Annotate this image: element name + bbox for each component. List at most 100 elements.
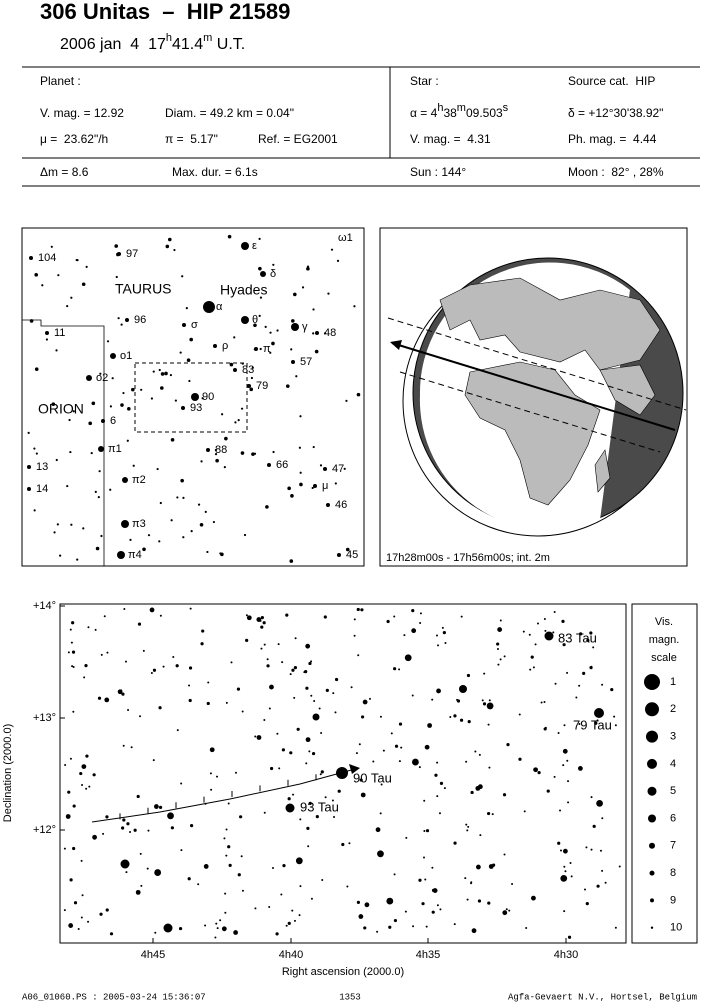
star [200,460,203,463]
star [562,643,566,647]
star [405,836,408,839]
star [115,275,118,279]
star [320,770,324,774]
star-label: 48 [324,327,336,339]
star [109,932,114,936]
star [27,465,31,469]
star [212,520,216,524]
star [503,853,506,856]
star [190,529,193,533]
star [531,895,536,901]
star [174,399,177,402]
star [188,666,193,670]
legend-label: 1 [670,676,676,688]
star [71,650,76,654]
star [312,332,315,335]
star [506,743,510,747]
star [411,694,414,697]
star [323,615,327,619]
star [393,873,396,876]
star [229,362,234,367]
star [228,863,232,867]
star [311,751,316,756]
star [487,723,490,726]
star [29,319,34,323]
star [269,684,274,690]
star [334,482,337,485]
star [45,338,49,341]
star [59,554,62,557]
star [502,793,507,797]
star [559,849,562,852]
star [109,488,112,491]
star [368,697,371,700]
star [437,644,440,647]
star [487,901,491,905]
star-label: 97 [126,248,138,260]
star [241,710,244,713]
star [557,731,560,734]
star [434,773,438,777]
star [411,628,417,634]
star [178,926,183,931]
star [154,931,157,934]
star [552,631,555,634]
star [313,699,316,702]
star [343,467,346,470]
star [427,723,432,728]
star [312,445,315,449]
star [260,625,264,629]
star [158,368,161,372]
star [435,634,438,637]
star [182,323,186,327]
star [614,724,617,727]
star [150,397,154,400]
star-label: 11 [54,327,65,339]
star [186,358,191,363]
star [306,266,310,271]
star [56,523,59,526]
star [207,681,210,684]
star [319,464,323,467]
star [117,317,120,320]
star [188,379,191,383]
star [97,495,100,499]
star [614,926,617,929]
star [110,353,116,359]
star [543,701,546,704]
star [91,401,96,406]
star [139,715,142,718]
star [311,486,314,490]
star [330,248,334,251]
star [35,452,38,455]
star [380,783,383,786]
legend-dot [650,926,654,929]
star [561,619,565,623]
x-tick-label: 4h30 [554,949,578,961]
star-label: π [263,343,271,355]
right-ascension: α = 4h38m09.503s [410,102,509,120]
star [471,928,477,934]
star [188,698,192,703]
star [98,470,101,473]
star [444,642,447,645]
star [419,621,422,624]
star [379,715,382,718]
star [465,823,468,826]
star [251,366,254,369]
star [375,827,381,833]
star [120,403,124,407]
star [418,766,421,769]
star [234,771,237,774]
star [299,885,302,888]
star [237,873,241,877]
star [522,630,525,633]
star [70,641,73,644]
star [77,927,80,930]
x-axis-title: Right ascension (2000.0) [282,966,404,978]
star [241,362,244,365]
diameter: Diam. = 49.2 km = 0.04" [165,106,294,120]
star [596,719,599,722]
star [355,752,358,755]
